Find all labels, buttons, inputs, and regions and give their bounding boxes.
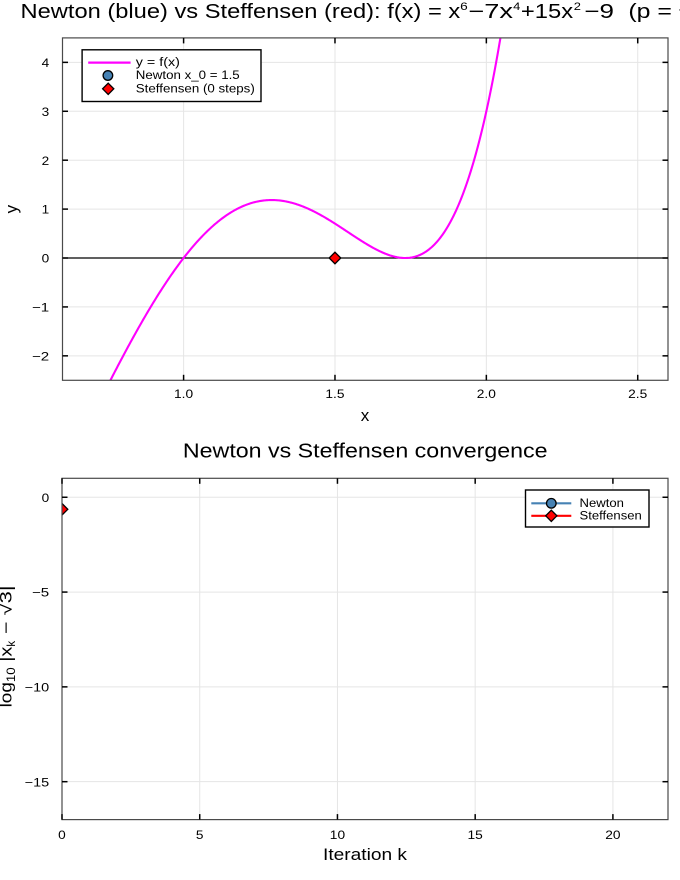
- svg-text:Newton vs Steffensen convergen: Newton vs Steffensen convergence: [183, 441, 548, 463]
- svg-text:|x: |x: [0, 647, 16, 668]
- svg-text:0: 0: [58, 828, 66, 842]
- svg-text:Iteration k: Iteration k: [323, 845, 408, 864]
- svg-text:2.5: 2.5: [628, 387, 647, 401]
- svg-text:0: 0: [42, 252, 50, 266]
- svg-text:0: 0: [42, 491, 50, 505]
- svg-text:y: y: [2, 204, 21, 213]
- svg-text:1.0: 1.0: [174, 387, 193, 401]
- svg-text:Newton x_0 = 1.5: Newton x_0 = 1.5: [136, 70, 240, 82]
- svg-text:2: 2: [42, 154, 50, 168]
- svg-text:√3|: √3|: [0, 585, 16, 615]
- svg-text:5: 5: [196, 828, 204, 842]
- svg-text:6: 6: [460, 1, 468, 13]
- svg-text:Steffensen: Steffensen: [580, 511, 642, 523]
- svg-text:4: 4: [42, 56, 50, 70]
- svg-text:1.5: 1.5: [325, 387, 344, 401]
- svg-text:3: 3: [42, 105, 50, 119]
- svg-text:−9: −9: [584, 1, 614, 23]
- svg-text:Newton (blue) vs Steffensen (r: Newton (blue) vs Steffensen (red): f(x) …: [21, 1, 461, 23]
- svg-text:1: 1: [42, 203, 50, 217]
- svg-text:2.0: 2.0: [477, 387, 496, 401]
- svg-text:k: k: [5, 641, 18, 647]
- svg-text:−7x: −7x: [468, 1, 513, 23]
- svg-text:x: x: [361, 406, 370, 425]
- svg-text:Newton: Newton: [580, 498, 624, 510]
- svg-text:−2: −2: [32, 349, 50, 363]
- svg-text:2: 2: [574, 1, 581, 13]
- svg-text:+15x: +15x: [521, 1, 573, 23]
- svg-text:10: 10: [5, 667, 18, 682]
- svg-text:−10: −10: [25, 680, 50, 694]
- svg-text:−: −: [0, 615, 16, 640]
- svg-text:−15: −15: [25, 775, 50, 789]
- svg-text:log: log: [0, 682, 16, 707]
- svg-text:20: 20: [605, 828, 621, 842]
- svg-text:10: 10: [330, 828, 346, 842]
- svg-text:y = f(x): y = f(x): [136, 57, 180, 69]
- svg-text:−1: −1: [32, 301, 50, 315]
- svg-text:Steffensen (0 steps): Steffensen (0 steps): [136, 83, 255, 95]
- svg-text:(p = √3): (p = √3): [615, 1, 680, 23]
- svg-text:4: 4: [513, 1, 520, 13]
- svg-text:15: 15: [468, 828, 484, 842]
- svg-text:−5: −5: [32, 586, 50, 600]
